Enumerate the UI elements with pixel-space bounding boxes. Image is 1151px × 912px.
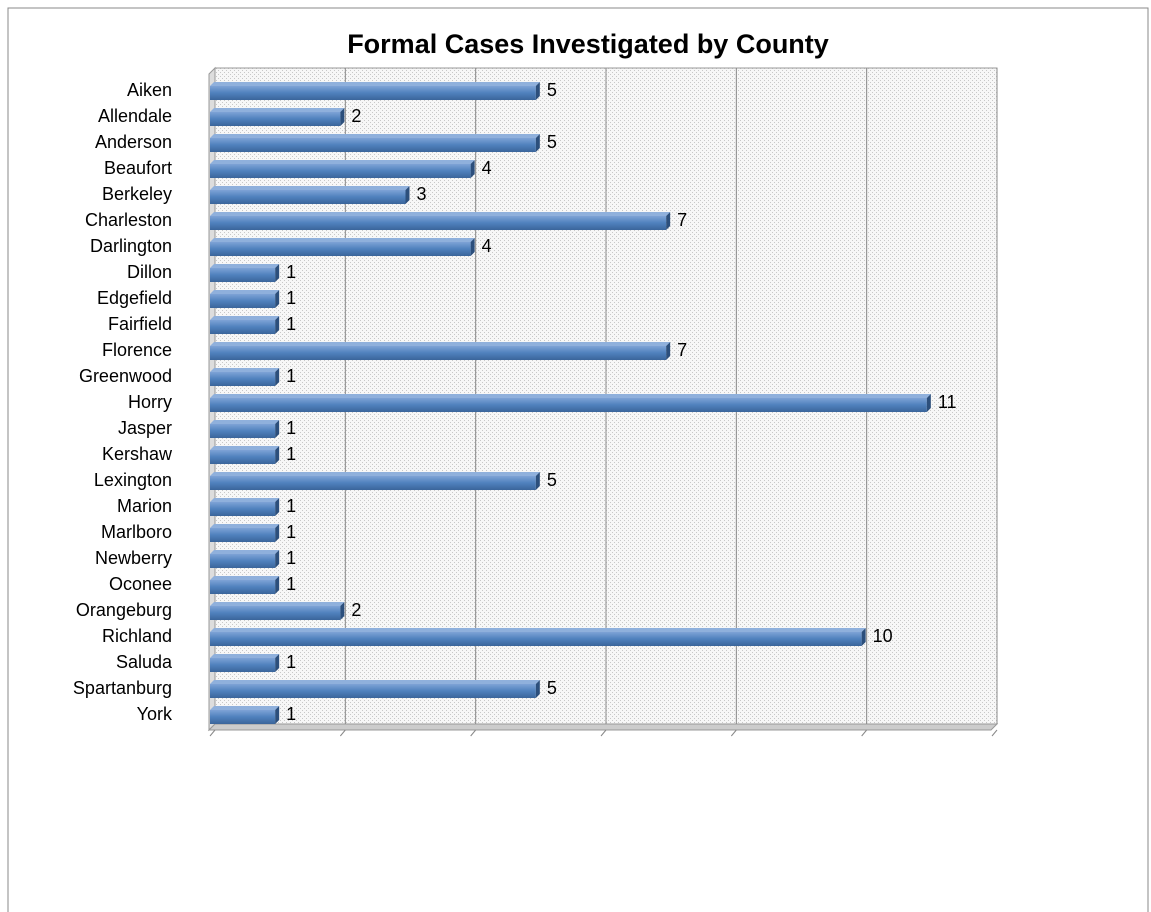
frame [7,7,1149,912]
y-tick-label: Charleston [85,210,172,230]
y-tick-label: Jasper [118,418,172,438]
bar [210,576,280,594]
y-tick-label: Anderson [95,132,172,152]
bar [210,394,931,412]
data-label: 5 [547,132,557,152]
y-tick-label: Allendale [98,106,172,126]
bar [210,342,671,360]
bar [210,524,280,542]
data-label: 1 [286,548,296,568]
tick-mark [730,729,737,737]
bar [210,212,671,230]
data-label: 1 [286,496,296,516]
bar [210,238,475,256]
data-label: 11 [938,392,957,412]
y-tick-label: Aiken [127,80,172,100]
tick-mark [339,729,346,737]
y-tick-label: Lexington [94,470,172,490]
y-tick-label: York [137,704,173,724]
data-label: 5 [547,470,557,490]
bar [210,654,280,672]
y-tick-label: Berkeley [102,184,172,204]
bar [210,446,280,464]
y-tick-label: Richland [102,626,172,646]
y-tick-label: Newberry [95,548,172,568]
data-label: 7 [677,340,687,360]
bar [210,550,280,568]
bar [210,160,475,178]
tick-mark [209,729,216,737]
bar [210,498,280,516]
y-tick-label: Horry [128,392,172,412]
bar [210,472,540,490]
y-tick-label: Orangeburg [76,600,172,620]
bar [210,602,345,620]
y-tick-label: Florence [102,340,172,360]
data-label: 4 [482,158,492,178]
data-label: 1 [286,366,296,386]
y-tick-label: Edgefield [97,288,172,308]
data-label: 1 [286,444,296,464]
data-label: 1 [286,314,296,334]
data-label: 1 [286,418,296,438]
y-tick-label: Marion [117,496,172,516]
tick-mark [991,729,998,737]
data-label: 2 [351,106,361,126]
tick-mark [861,729,868,737]
y-tick-label: Spartanburg [73,678,172,698]
data-label: 1 [286,262,296,282]
y-tick-label: Kershaw [102,444,173,464]
data-label: 5 [547,80,557,100]
y-tick-label: Saluda [116,652,173,672]
tick-mark [600,729,607,737]
bar [210,680,540,698]
bar [210,628,866,646]
bar [210,82,540,100]
data-label: 4 [482,236,492,256]
bar [210,420,280,438]
data-label: 10 [873,626,893,646]
y-tick-label: Oconee [109,574,172,594]
y-tick-label: Beaufort [104,158,172,178]
y-tick-label: Dillon [127,262,172,282]
bar [210,316,280,334]
data-label: 7 [677,210,687,230]
data-label: 1 [286,704,296,724]
bar [210,108,345,126]
tick-mark [470,729,477,737]
bar [210,186,410,204]
bar [210,706,280,724]
data-label: 1 [286,652,296,672]
data-label: 1 [286,574,296,594]
data-label: 1 [286,288,296,308]
y-tick-label: Greenwood [79,366,172,386]
data-label: 3 [417,184,427,204]
bar [210,264,280,282]
chart-title: Formal Cases Investigated by County [347,29,829,59]
data-label: 2 [351,600,361,620]
data-label: 1 [286,522,296,542]
bar [210,134,540,152]
bar [210,290,280,308]
y-tick-label: Darlington [90,236,172,256]
data-label: 5 [547,678,557,698]
bar [210,368,280,386]
y-tick-label: Fairfield [108,314,172,334]
y-tick-label: Marlboro [101,522,172,542]
